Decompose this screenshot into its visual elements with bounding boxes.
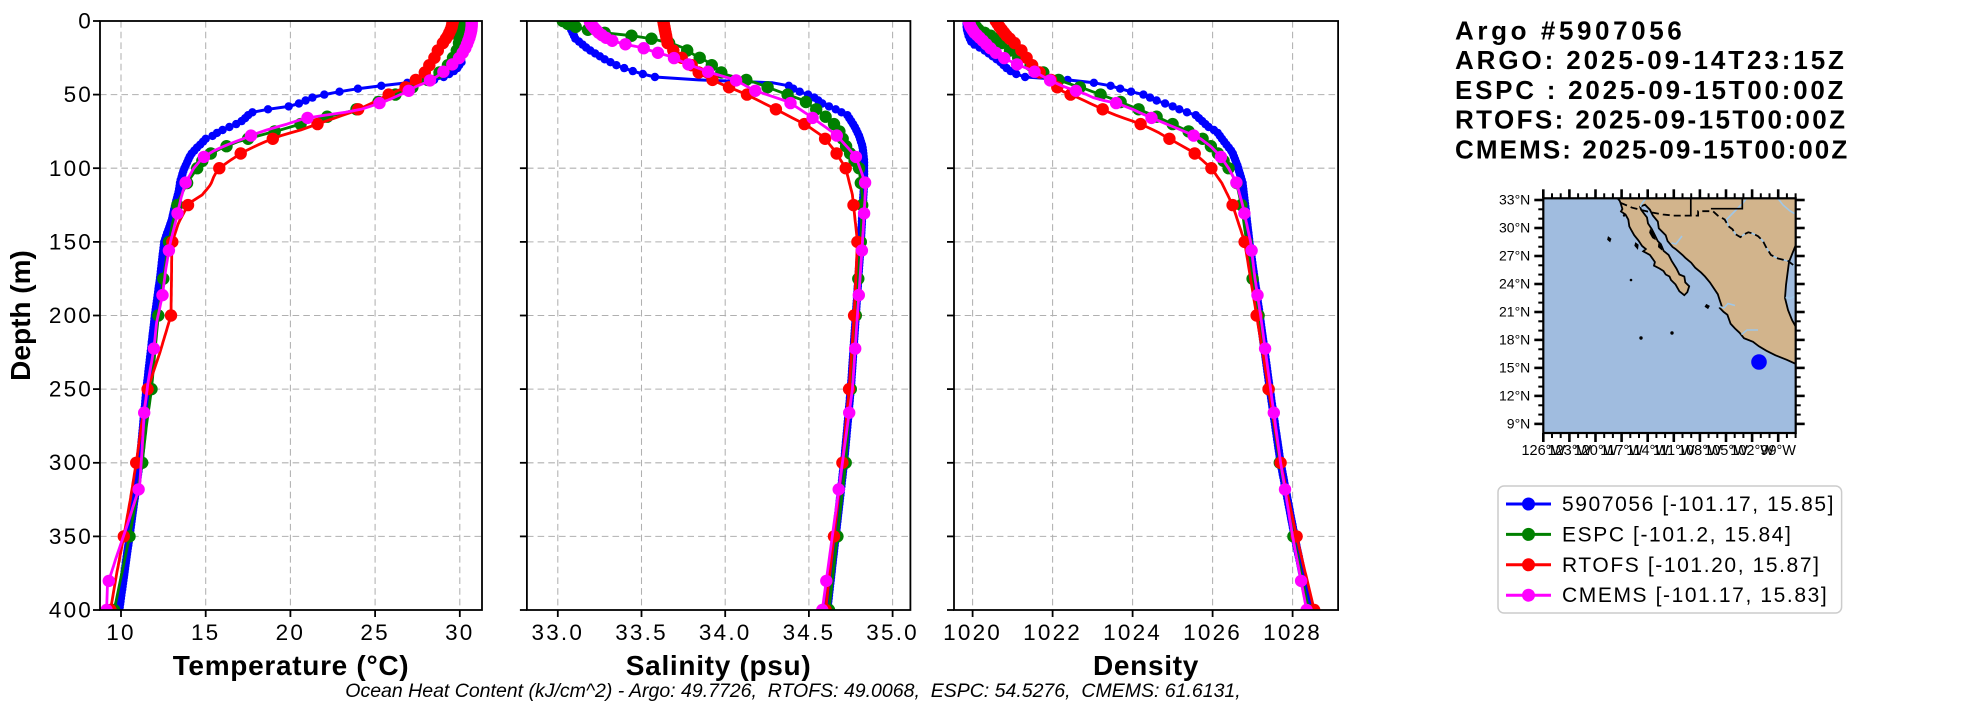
svg-text:150: 150	[49, 229, 93, 254]
svg-text:24°N: 24°N	[1499, 276, 1530, 292]
svg-text:Ocean Heat Content (kJ/cm^2) -: Ocean Heat Content (kJ/cm^2) - Argo: 49.…	[345, 680, 1240, 702]
svg-text:350: 350	[49, 524, 93, 549]
svg-text:33.0: 33.0	[532, 620, 585, 645]
svg-text:99°W: 99°W	[1760, 443, 1796, 459]
svg-text:108°W: 108°W	[1678, 443, 1722, 459]
svg-text:126°W: 126°W	[1521, 443, 1565, 459]
svg-text:20: 20	[276, 620, 305, 645]
svg-text:33°N: 33°N	[1499, 192, 1530, 208]
svg-text:ESPC [-101.2, 15.84]: ESPC [-101.2, 15.84]	[1562, 523, 1792, 546]
svg-text:34.0: 34.0	[699, 620, 752, 645]
svg-text:15: 15	[191, 620, 220, 645]
svg-text:Salinity (psu): Salinity (psu)	[626, 650, 812, 681]
svg-text:Temperature (°C): Temperature (°C)	[173, 650, 410, 681]
svg-text:400: 400	[49, 598, 93, 623]
svg-text:102°W: 102°W	[1730, 443, 1774, 459]
svg-text:RTOFS [-101.20, 15.87]: RTOFS [-101.20, 15.87]	[1562, 554, 1821, 577]
svg-text:250: 250	[49, 377, 93, 402]
svg-text:18°N: 18°N	[1499, 331, 1530, 347]
svg-text:Depth (m): Depth (m)	[5, 250, 36, 381]
svg-text:1020: 1020	[943, 620, 1002, 645]
svg-text:50: 50	[64, 82, 93, 107]
svg-text:12°N: 12°N	[1499, 387, 1530, 403]
svg-text:1022: 1022	[1023, 620, 1082, 645]
svg-text:300: 300	[49, 450, 93, 475]
svg-text:33.5: 33.5	[615, 620, 668, 645]
svg-text:CMEMS [-101.17, 15.83]: CMEMS [-101.17, 15.83]	[1562, 584, 1828, 607]
svg-text:Density: Density	[1093, 650, 1199, 681]
svg-text:34.5: 34.5	[783, 620, 836, 645]
svg-text:114°W: 114°W	[1626, 443, 1669, 459]
svg-text:117°W: 117°W	[1600, 443, 1643, 459]
svg-text:0: 0	[78, 9, 93, 34]
svg-text:25: 25	[360, 620, 389, 645]
svg-text:30°N: 30°N	[1499, 220, 1530, 236]
svg-text:111°W: 111°W	[1653, 443, 1695, 459]
svg-text:21°N: 21°N	[1499, 304, 1530, 320]
svg-text:1024: 1024	[1103, 620, 1162, 645]
svg-text:9°N: 9°N	[1507, 415, 1531, 431]
svg-text:30: 30	[445, 620, 474, 645]
svg-text:105°W: 105°W	[1704, 443, 1748, 459]
svg-text:35.0: 35.0	[866, 620, 919, 645]
svg-text:ARGO: 2025-09-14T23:15Z: ARGO: 2025-09-14T23:15Z	[1455, 45, 1847, 75]
svg-text:123°W: 123°W	[1548, 443, 1592, 459]
svg-text:1026: 1026	[1183, 620, 1242, 645]
svg-text:Argo #5907056: Argo #5907056	[1455, 16, 1685, 46]
svg-text:15°N: 15°N	[1499, 359, 1530, 375]
svg-text:1028: 1028	[1263, 620, 1322, 645]
svg-text:ESPC : 2025-09-15T00:00Z: ESPC : 2025-09-15T00:00Z	[1455, 75, 1846, 105]
svg-text:RTOFS: 2025-09-15T00:00Z: RTOFS: 2025-09-15T00:00Z	[1455, 105, 1847, 135]
svg-text:10: 10	[106, 620, 135, 645]
svg-text:100: 100	[49, 156, 93, 181]
svg-text:27°N: 27°N	[1499, 248, 1530, 264]
svg-text:CMEMS: 2025-09-15T00:00Z: CMEMS: 2025-09-15T00:00Z	[1455, 134, 1849, 164]
svg-text:120°W: 120°W	[1574, 443, 1618, 459]
svg-text:5907056 [-101.17, 15.85]: 5907056 [-101.17, 15.85]	[1562, 493, 1835, 516]
svg-text:200: 200	[49, 303, 93, 328]
